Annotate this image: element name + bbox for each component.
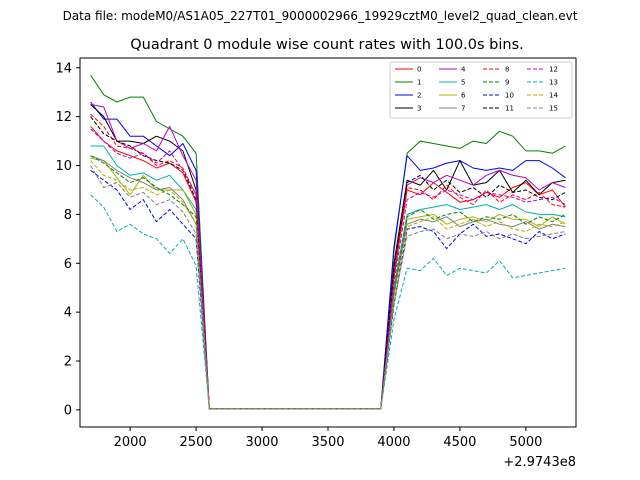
series-line-14 [90, 160, 566, 410]
x-tick-label: 3500 [311, 435, 344, 450]
legend-label-1: 1 [417, 79, 421, 87]
legend-label-4: 4 [461, 66, 466, 74]
legend-label-9: 9 [505, 79, 509, 87]
legend-frame [389, 61, 573, 119]
legend-label-5: 5 [461, 79, 465, 87]
legend-label-10: 10 [505, 92, 514, 100]
legend-label-7: 7 [461, 105, 465, 113]
legend-label-15: 15 [549, 105, 558, 113]
y-tick-label: 8 [64, 208, 72, 223]
chart-title: Quadrant 0 module wise count rates with … [130, 37, 524, 53]
legend-label-3: 3 [417, 105, 421, 113]
x-tick-label: 5000 [509, 435, 542, 450]
y-tick-label: 6 [64, 257, 72, 272]
y-tick-label: 14 [55, 61, 72, 76]
series-line-15 [90, 165, 566, 410]
legend-label-6: 6 [461, 92, 466, 100]
y-tick-label: 12 [55, 110, 72, 125]
legend-label-13: 13 [549, 79, 558, 87]
x-tick-label: 2500 [180, 435, 213, 450]
x-tick-label: 3000 [245, 435, 278, 450]
x-tick-label: 4500 [443, 435, 476, 450]
legend-label-12: 12 [549, 66, 558, 74]
figure-suptitle: Data file: modeM0/AS1A05_227T01_90000029… [63, 9, 578, 23]
y-tick-label: 2 [64, 355, 72, 370]
legend-label-0: 0 [417, 66, 421, 74]
legend-label-14: 14 [549, 92, 558, 100]
y-tick-label: 0 [64, 403, 72, 418]
x-tick-label: 4000 [377, 435, 410, 450]
y-tick-label: 10 [55, 159, 72, 174]
legend-label-8: 8 [505, 66, 509, 74]
series-layer [90, 74, 566, 410]
legend-label-11: 11 [505, 105, 514, 113]
legend-label-2: 2 [417, 92, 421, 100]
plot-frame [79, 57, 577, 428]
x-tick-label: 2000 [114, 435, 147, 450]
y-tick-label: 4 [64, 306, 72, 321]
x-offset-label: +2.9743e8 [503, 455, 576, 470]
